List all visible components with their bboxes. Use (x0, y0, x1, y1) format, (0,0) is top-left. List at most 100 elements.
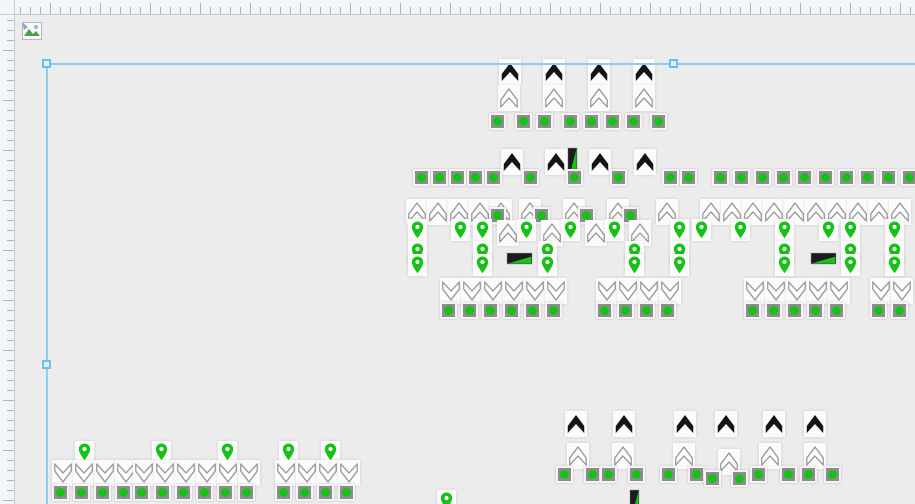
status-chip-green[interactable] (807, 302, 824, 319)
chevron-up-filled-icon[interactable] (499, 60, 521, 84)
status-chip-green[interactable] (94, 484, 111, 501)
status-chip-green[interactable] (604, 113, 621, 130)
status-chip-green[interactable] (817, 169, 834, 186)
map-pin-green-icon[interactable] (673, 221, 686, 239)
status-chip-green[interactable] (485, 169, 502, 186)
handle-top-center[interactable] (669, 59, 678, 68)
status-chip-green[interactable] (659, 302, 676, 319)
chevron-up-outline-icon[interactable] (847, 200, 869, 224)
map-pin-green-icon[interactable] (476, 221, 489, 239)
status-chip-green[interactable] (662, 169, 679, 186)
map-pin-green-icon[interactable] (221, 443, 234, 461)
status-chip-green[interactable] (870, 302, 887, 319)
map-pin-green-icon[interactable] (734, 221, 747, 239)
status-chip-green[interactable] (891, 302, 908, 319)
chevron-up-outline-icon[interactable] (763, 200, 785, 224)
chevron-down-outline-icon[interactable] (52, 461, 74, 485)
map-pin-green-icon[interactable] (778, 256, 791, 274)
chevron-down-outline-icon[interactable] (461, 279, 483, 303)
chevron-up-filled-icon[interactable] (613, 412, 635, 436)
chevron-down-outline-icon[interactable] (154, 461, 176, 485)
status-chip-green[interactable] (566, 169, 583, 186)
status-chip-green[interactable] (154, 484, 171, 501)
map-pin-green-icon[interactable] (888, 256, 901, 274)
status-chip-green[interactable] (754, 169, 771, 186)
signal-bar-horizontal-icon[interactable] (810, 252, 837, 265)
chevron-up-outline-icon[interactable] (673, 444, 695, 468)
status-chip-green[interactable] (731, 470, 748, 487)
chevron-up-outline-icon[interactable] (826, 200, 848, 224)
chevron-down-outline-icon[interactable] (828, 279, 850, 303)
chevron-down-outline-icon[interactable] (545, 279, 567, 303)
status-chip-green[interactable] (688, 466, 705, 483)
chevron-down-outline-icon[interactable] (196, 461, 218, 485)
status-chip-green[interactable] (296, 484, 313, 501)
status-chip-green[interactable] (750, 466, 767, 483)
chevron-up-outline-icon[interactable] (742, 200, 764, 224)
chevron-up-outline-icon[interactable] (656, 200, 678, 224)
map-pin-green-icon[interactable] (411, 256, 424, 274)
status-chip-green[interactable] (733, 169, 750, 186)
chevron-down-outline-icon[interactable] (440, 279, 462, 303)
chevron-down-outline-icon[interactable] (596, 279, 618, 303)
chevron-up-outline-icon[interactable] (784, 200, 806, 224)
chevron-up-outline-icon[interactable] (718, 450, 740, 474)
chevron-up-outline-icon[interactable] (498, 86, 520, 110)
map-pin-green-icon[interactable] (695, 221, 708, 239)
status-chip-green[interactable] (712, 169, 729, 186)
chevron-up-outline-icon[interactable] (612, 444, 634, 468)
status-chip-green[interactable] (704, 470, 721, 487)
status-chip-green[interactable] (515, 113, 532, 130)
status-chip-green[interactable] (545, 302, 562, 319)
chevron-up-filled-icon[interactable] (674, 412, 696, 436)
signal-bar-vertical-icon[interactable] (629, 489, 640, 504)
handle-top-left[interactable] (42, 59, 51, 68)
status-chip-green[interactable] (431, 169, 448, 186)
chevron-down-outline-icon[interactable] (482, 279, 504, 303)
chevron-down-outline-icon[interactable] (870, 279, 892, 303)
status-chip-green[interactable] (617, 302, 634, 319)
chevron-down-outline-icon[interactable] (175, 461, 197, 485)
chevron-up-filled-icon[interactable] (633, 60, 655, 84)
status-chip-green[interactable] (115, 484, 132, 501)
chevron-up-filled-icon[interactable] (501, 150, 523, 174)
chevron-up-filled-icon[interactable] (543, 60, 565, 84)
status-chip-green[interactable] (765, 302, 782, 319)
chevron-down-outline-icon[interactable] (217, 461, 239, 485)
map-pin-green-icon[interactable] (411, 221, 424, 239)
status-chip-green[interactable] (556, 466, 573, 483)
horizontal-ruler[interactable] (0, 0, 915, 15)
status-chip-green[interactable] (828, 302, 845, 319)
status-chip-green[interactable] (338, 484, 355, 501)
status-chip-green[interactable] (461, 302, 478, 319)
map-pin-green-icon[interactable] (844, 256, 857, 274)
chevron-down-outline-icon[interactable] (891, 279, 913, 303)
status-chip-green[interactable] (625, 113, 642, 130)
chevron-up-outline-icon[interactable] (759, 444, 781, 468)
map-pin-green-icon[interactable] (155, 443, 168, 461)
chevron-down-outline-icon[interactable] (744, 279, 766, 303)
chevron-down-outline-icon[interactable] (238, 461, 260, 485)
status-chip-green[interactable] (522, 169, 539, 186)
chevron-up-outline-icon[interactable] (700, 200, 722, 224)
chevron-up-outline-icon[interactable] (889, 200, 911, 224)
selection-edge-left[interactable] (46, 63, 48, 504)
status-chip-green[interactable] (562, 113, 579, 130)
chevron-up-filled-icon[interactable] (804, 412, 826, 436)
ruler-corner[interactable] (0, 0, 15, 15)
status-chip-green[interactable] (524, 302, 541, 319)
chevron-up-filled-icon[interactable] (565, 412, 587, 436)
status-chip-green[interactable] (489, 207, 506, 224)
status-chip-green[interactable] (600, 466, 617, 483)
map-pin-green-icon[interactable] (564, 221, 577, 239)
status-chip-green[interactable] (467, 169, 484, 186)
chevron-up-outline-icon[interactable] (633, 86, 655, 110)
chevron-up-outline-icon[interactable] (721, 200, 743, 224)
artboard[interactable] (14, 14, 915, 504)
chevron-up-outline-icon[interactable] (427, 200, 449, 224)
chevron-up-filled-icon[interactable] (588, 60, 610, 84)
chevron-up-outline-icon[interactable] (804, 444, 826, 468)
status-chip-green[interactable] (638, 302, 655, 319)
chevron-down-outline-icon[interactable] (617, 279, 639, 303)
